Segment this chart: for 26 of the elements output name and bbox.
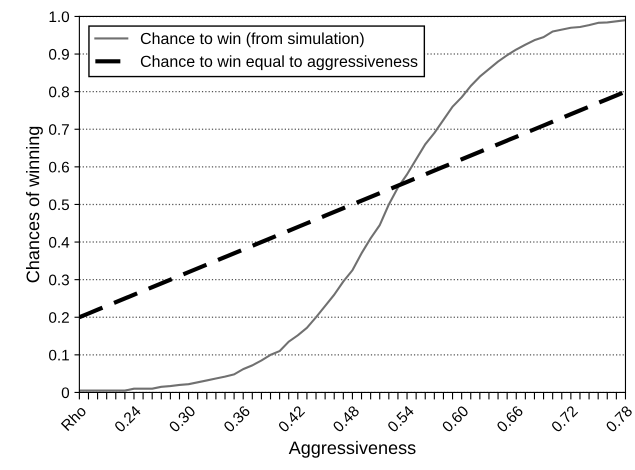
y-tick-label: 0.6 [49,162,69,173]
x-tick-label: 0.60 [441,404,470,433]
x-tick-label: 0.48 [332,405,360,433]
y-tick-label: 0 [62,387,70,398]
x-tick-label: 0.66 [496,405,524,433]
x-tick-label: 0.54 [386,404,415,433]
y-tick-label: 0.3 [49,274,69,286]
y-tick-label: 1.0 [50,11,70,22]
legend-label: Chance to win (from simulation) [140,32,364,48]
y-tick-label: 0.8 [49,86,69,98]
y-tick-label: 0.7 [49,124,69,135]
y-tick-label: 0.4 [49,236,70,248]
x-tick-label: 0.24 [114,404,142,433]
x-tick-label: Rho [60,404,87,432]
y-tick-label: 0.9 [49,48,69,60]
x-tick-label: 0.72 [550,405,578,433]
x-tick-label: 0.78 [605,405,633,433]
y-tick-label: 0.5 [49,199,70,210]
x-tick-label: 0.42 [278,405,306,433]
x-tick-label: 0.36 [222,405,251,433]
y-axis-title: Chances of winning [26,126,43,282]
x-axis-title: Aggressiveness [288,440,416,458]
y-tick-label: 0.1 [49,350,69,361]
legend-label: Chance to win equal to aggressiveness [140,55,418,70]
y-tick-label: 0.2 [49,312,69,323]
x-tick-label: 0.30 [168,404,196,433]
